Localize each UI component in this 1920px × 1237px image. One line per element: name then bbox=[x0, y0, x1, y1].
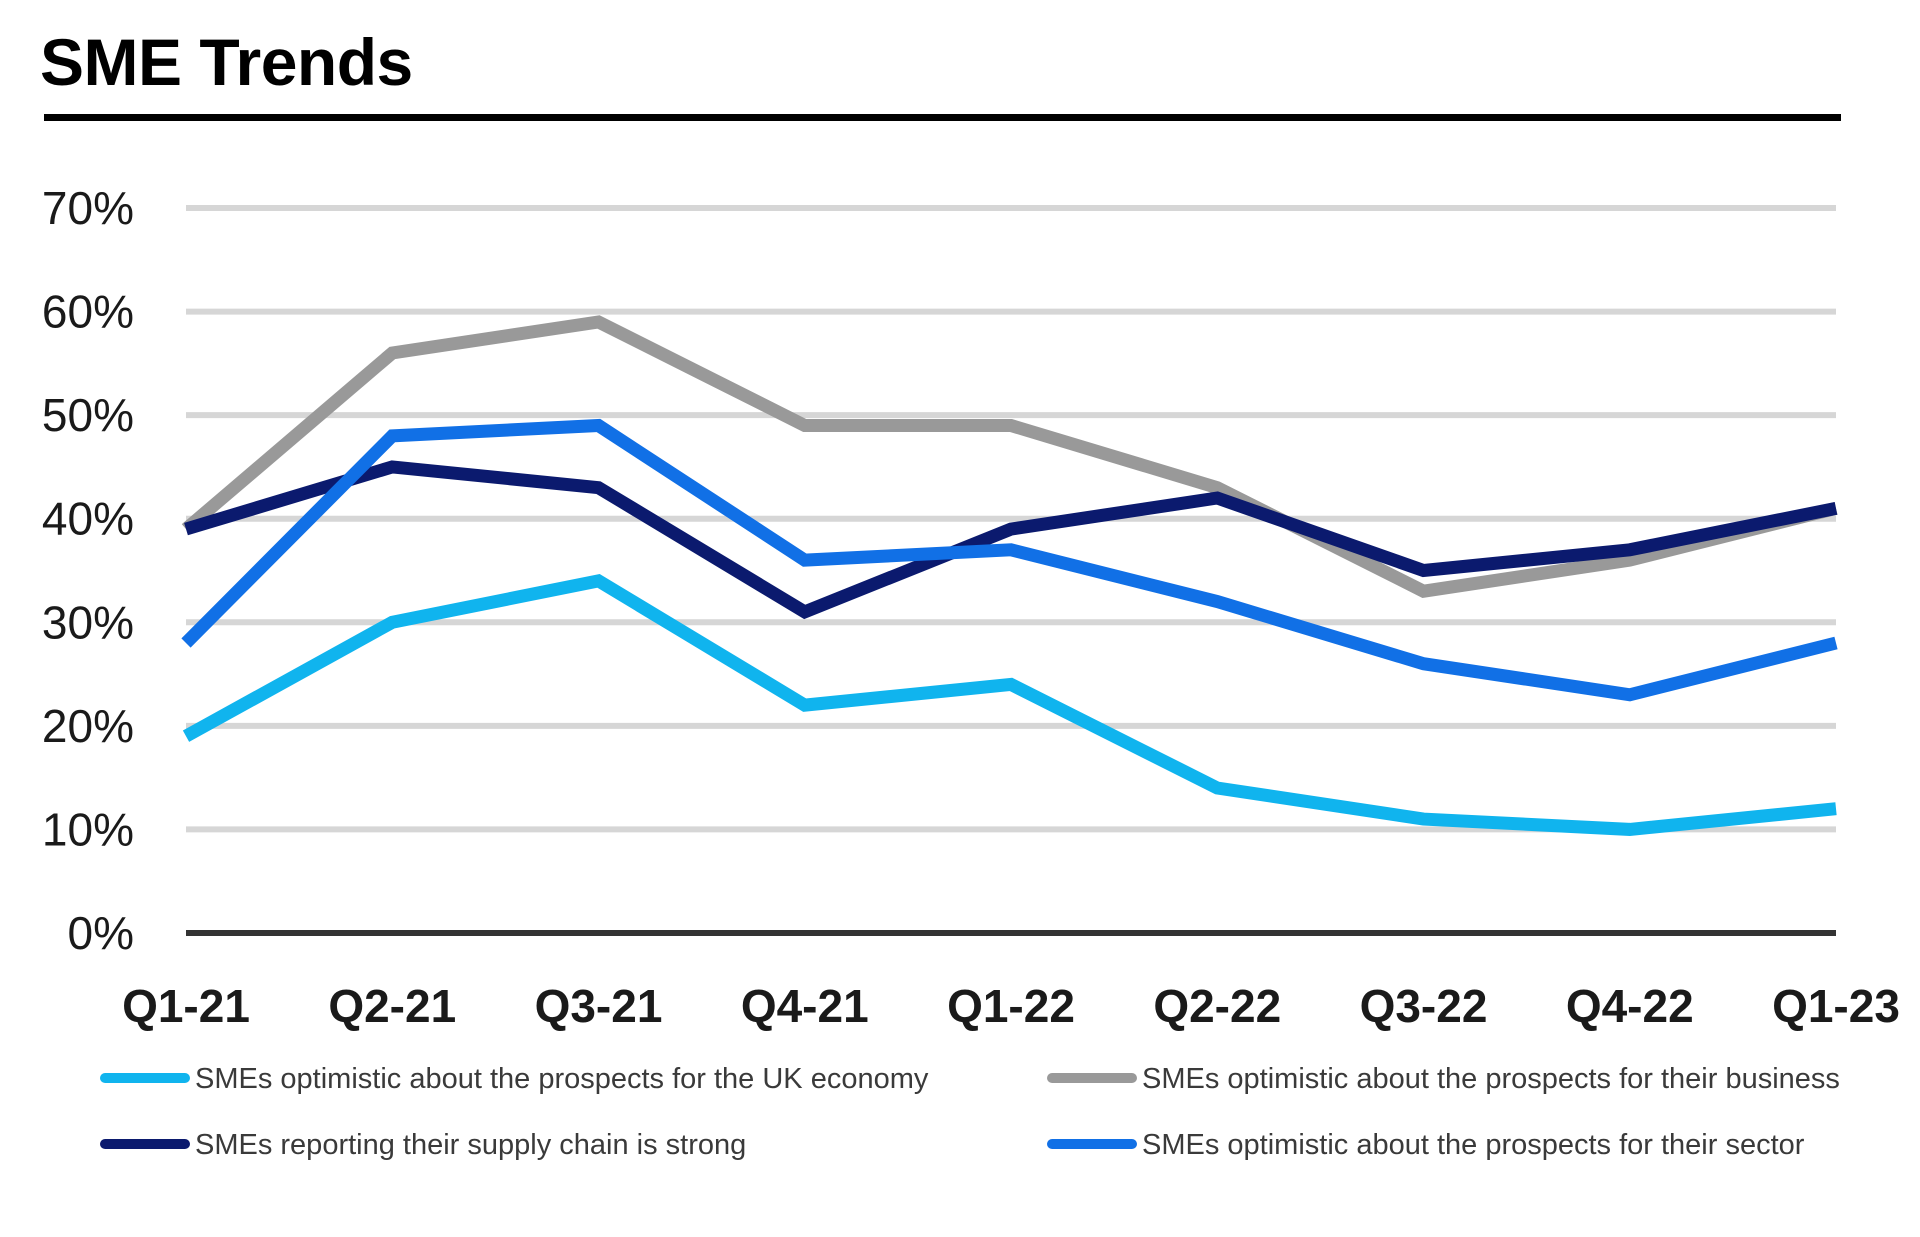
x-tick-label: Q1-23 bbox=[1772, 980, 1900, 1032]
series-line bbox=[182, 573, 1837, 836]
y-tick-label: 40% bbox=[42, 493, 134, 545]
series-line bbox=[181, 418, 1838, 702]
y-tick-label: 20% bbox=[42, 700, 134, 752]
legend-item: SMEs optimistic about the prospects for … bbox=[1047, 1129, 1805, 1161]
y-tick-label: 70% bbox=[42, 182, 134, 234]
y-tick-label: 10% bbox=[42, 803, 134, 855]
legend: SMEs optimistic about the prospects for … bbox=[100, 1063, 1840, 1161]
x-tick-label: Q3-21 bbox=[535, 980, 663, 1032]
chart-title: SME Trends bbox=[40, 25, 413, 99]
x-tick-label: Q1-21 bbox=[122, 980, 250, 1032]
series-line bbox=[184, 460, 1838, 620]
y-tick-label: 30% bbox=[42, 596, 134, 648]
series-line bbox=[181, 315, 1838, 598]
y-tick-label: 50% bbox=[42, 389, 134, 441]
x-tick-label: Q2-21 bbox=[328, 980, 456, 1032]
x-tick-label: Q4-22 bbox=[1566, 980, 1694, 1032]
x-tick-label: Q2-22 bbox=[1153, 980, 1281, 1032]
series-lines bbox=[181, 315, 1838, 836]
x-tick-label: Q4-21 bbox=[741, 980, 869, 1032]
y-tick-label: 0% bbox=[68, 907, 134, 959]
legend-item: SMEs reporting their supply chain is str… bbox=[100, 1129, 746, 1161]
legend-label: SMEs reporting their supply chain is str… bbox=[195, 1129, 746, 1161]
x-tick-label: Q1-22 bbox=[947, 980, 1075, 1032]
legend-label: SMEs optimistic about the prospects for … bbox=[1142, 1129, 1805, 1161]
legend-label: SMEs optimistic about the prospects for … bbox=[195, 1063, 929, 1095]
title-rule bbox=[44, 114, 1841, 121]
legend-item: SMEs optimistic about the prospects for … bbox=[100, 1063, 929, 1095]
x-tick-label: Q3-22 bbox=[1360, 980, 1488, 1032]
y-axis-ticks: 0% 10% 20% 30% 40% 50% 60% 70% bbox=[42, 182, 134, 959]
y-tick-label: 60% bbox=[42, 286, 134, 338]
legend-label: SMEs optimistic about the prospects for … bbox=[1142, 1063, 1840, 1095]
x-axis-ticks: Q1-21 Q2-21 Q3-21 Q4-21 Q1-22 Q2-22 Q3-22 Q4-22… bbox=[122, 980, 1900, 1032]
legend-item: SMEs optimistic about the prospects for … bbox=[1047, 1063, 1840, 1095]
